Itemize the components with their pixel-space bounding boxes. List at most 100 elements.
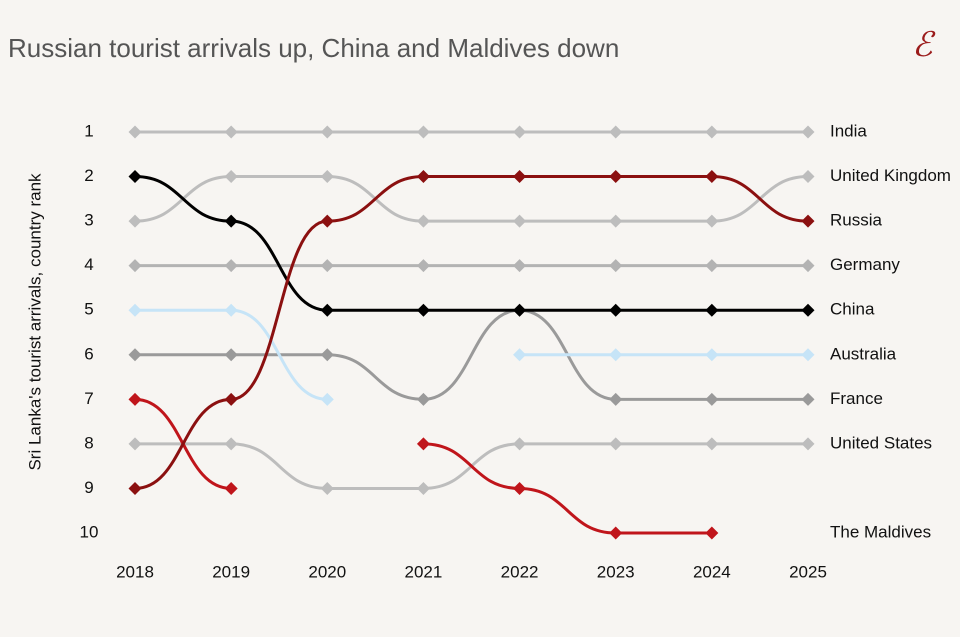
- series-line: [135, 308, 808, 401]
- y-tick-label: 5: [84, 300, 93, 319]
- y-tick-label: 10: [80, 522, 99, 541]
- marker: [609, 303, 623, 317]
- marker: [705, 392, 719, 406]
- legend-label: Australia: [830, 344, 897, 363]
- marker: [416, 125, 430, 139]
- legend-label: United Kingdom: [830, 166, 951, 185]
- marker: [416, 259, 430, 273]
- x-tick-label: 2022: [501, 562, 539, 581]
- x-tick-label: 2019: [212, 562, 250, 581]
- marker: [801, 214, 815, 228]
- series-line: [135, 308, 328, 401]
- x-tick-label: 2024: [693, 562, 731, 581]
- marker: [705, 259, 719, 273]
- x-tick-label: 2021: [405, 562, 443, 581]
- marker: [513, 125, 527, 139]
- marker: [128, 214, 142, 228]
- marker: [416, 170, 430, 184]
- marker: [320, 481, 334, 495]
- y-tick-label: 7: [84, 389, 93, 408]
- marker: [128, 170, 142, 184]
- marker: [128, 437, 142, 451]
- marker: [416, 303, 430, 317]
- marker: [224, 348, 238, 362]
- marker: [320, 170, 334, 184]
- marker: [224, 125, 238, 139]
- marker: [128, 125, 142, 139]
- marker: [320, 259, 334, 273]
- y-tick-label: 3: [84, 211, 93, 230]
- marker: [801, 303, 815, 317]
- x-tick-label: 2018: [116, 562, 154, 581]
- marker: [801, 392, 815, 406]
- marker: [128, 481, 142, 495]
- legend-label: India: [830, 121, 867, 140]
- marker: [128, 259, 142, 273]
- marker: [609, 125, 623, 139]
- marker: [801, 170, 815, 184]
- y-axis-title: Sri Lanka's tourist arrivals, country ra…: [25, 173, 44, 471]
- marker: [320, 214, 334, 228]
- marker: [224, 214, 238, 228]
- marker: [224, 392, 238, 406]
- marker: [224, 303, 238, 317]
- chart-title: Russian tourist arrivals up, China and M…: [8, 33, 619, 63]
- marker: [513, 259, 527, 273]
- marker: [320, 348, 334, 362]
- marker: [513, 437, 527, 451]
- legend-label: France: [830, 389, 883, 408]
- marker: [416, 392, 430, 406]
- y-tick-label: 8: [84, 433, 93, 452]
- y-tick-label: 2: [84, 166, 93, 185]
- series-line: [134, 442, 808, 490]
- marker: [609, 259, 623, 273]
- logo: ℰ: [912, 27, 936, 64]
- series-line: [134, 175, 809, 223]
- marker: [513, 348, 527, 362]
- x-tick-label: 2023: [597, 562, 635, 581]
- marker: [705, 214, 719, 228]
- marker: [705, 170, 719, 184]
- marker: [705, 303, 719, 317]
- marker: [705, 348, 719, 362]
- y-tick-label: 1: [84, 121, 93, 140]
- series-line: [423, 442, 712, 535]
- marker: [705, 125, 719, 139]
- marker: [513, 303, 527, 317]
- legend-label: Germany: [830, 255, 900, 274]
- x-tick-label: 2025: [789, 562, 827, 581]
- marker: [609, 526, 623, 540]
- marker: [801, 259, 815, 273]
- marker: [705, 437, 719, 451]
- y-tick-label: 9: [84, 478, 93, 497]
- marker: [128, 303, 142, 317]
- marker: [224, 170, 238, 184]
- marker: [513, 170, 527, 184]
- marker: [801, 125, 815, 139]
- marker: [320, 303, 334, 317]
- marker: [609, 437, 623, 451]
- marker: [224, 481, 238, 495]
- series-line: [134, 175, 808, 312]
- marker: [224, 437, 238, 451]
- legend-label: United States: [830, 433, 932, 452]
- marker: [320, 125, 334, 139]
- series-line: [134, 175, 809, 490]
- marker: [128, 392, 142, 406]
- marker: [609, 392, 623, 406]
- marker: [320, 392, 334, 406]
- marker: [416, 481, 430, 495]
- legend-label: The Maldives: [830, 522, 931, 541]
- legend-label: China: [830, 300, 875, 319]
- legend-label: Russia: [830, 211, 883, 230]
- marker: [609, 170, 623, 184]
- marker: [609, 214, 623, 228]
- marker: [416, 437, 430, 451]
- x-tick-label: 2020: [308, 562, 346, 581]
- marker: [416, 214, 430, 228]
- marker: [801, 348, 815, 362]
- marker: [224, 259, 238, 273]
- marker: [128, 348, 142, 362]
- marker: [609, 348, 623, 362]
